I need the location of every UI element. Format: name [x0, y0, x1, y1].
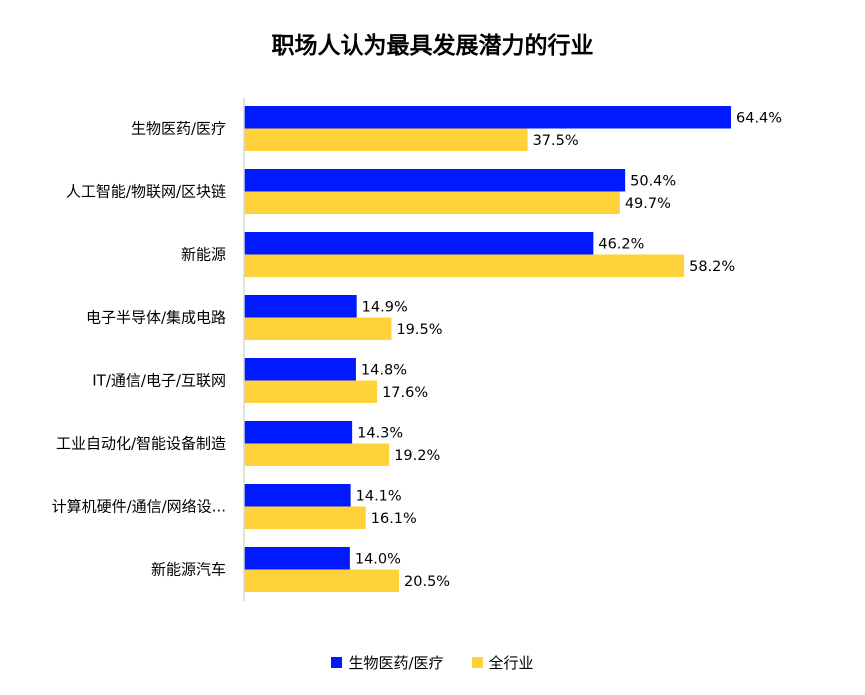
category-label: 新能源汽车: [151, 561, 226, 579]
legend-item-series-0: 生物医药/医疗: [331, 652, 444, 673]
bar-biomed: [244, 169, 626, 192]
bar-all-industry: [244, 569, 400, 592]
data-label: 19.2%: [394, 448, 440, 464]
bar-biomed: [244, 295, 357, 318]
data-label: 19.5%: [396, 322, 442, 338]
data-label: 17.6%: [382, 385, 428, 401]
data-label: 16.1%: [371, 511, 417, 527]
data-label: 50.4%: [630, 173, 676, 189]
bar-biomed: [244, 358, 356, 381]
legend-item-series-1: 全行业: [471, 652, 534, 673]
bar-biomed: [244, 421, 353, 444]
bar-biomed: [244, 484, 351, 507]
category-label: 人工智能/物联网/区块链: [66, 183, 226, 201]
data-label: 37.5%: [533, 133, 579, 149]
category-label: 新能源: [181, 246, 226, 264]
data-label: 49.7%: [625, 196, 671, 212]
category-label: IT/通信/电子/互联网: [92, 372, 226, 390]
bar-all-industry: [244, 317, 392, 340]
bar-biomed: [244, 547, 350, 570]
category-label: 电子半导体/集成电路: [86, 309, 226, 327]
data-label: 14.8%: [361, 362, 407, 378]
data-label: 14.3%: [357, 425, 403, 441]
bar-all-industry: [244, 128, 528, 151]
bar-all-industry: [244, 254, 685, 277]
legend-swatch: [471, 657, 483, 668]
legend-label: 全行业: [488, 654, 534, 672]
data-label: 58.2%: [689, 259, 735, 275]
data-label: 14.9%: [362, 299, 408, 315]
bar-biomed: [244, 232, 594, 255]
bar-all-industry: [244, 380, 378, 403]
bar-all-industry: [244, 506, 366, 529]
bar-all-industry: [244, 443, 390, 466]
data-label: 46.2%: [598, 236, 644, 252]
category-label: 计算机硬件/通信/网络设...: [52, 498, 226, 516]
data-label: 14.0%: [355, 551, 401, 567]
data-label: 20.5%: [404, 574, 450, 590]
category-label: 生物医药/医疗: [131, 120, 226, 138]
legend-swatch: [331, 657, 343, 668]
chart-title: 职场人认为最具发展潜力的行业: [271, 33, 594, 59]
legend: 生物医药/医疗 全行业: [0, 652, 865, 673]
bar-biomed: [244, 106, 731, 129]
data-label: 14.1%: [356, 488, 402, 504]
legend-label: 生物医药/医疗: [348, 654, 444, 672]
bar-all-industry: [244, 191, 620, 214]
data-label: 64.4%: [736, 110, 782, 126]
category-label: 工业自动化/智能设备制造: [56, 435, 226, 453]
